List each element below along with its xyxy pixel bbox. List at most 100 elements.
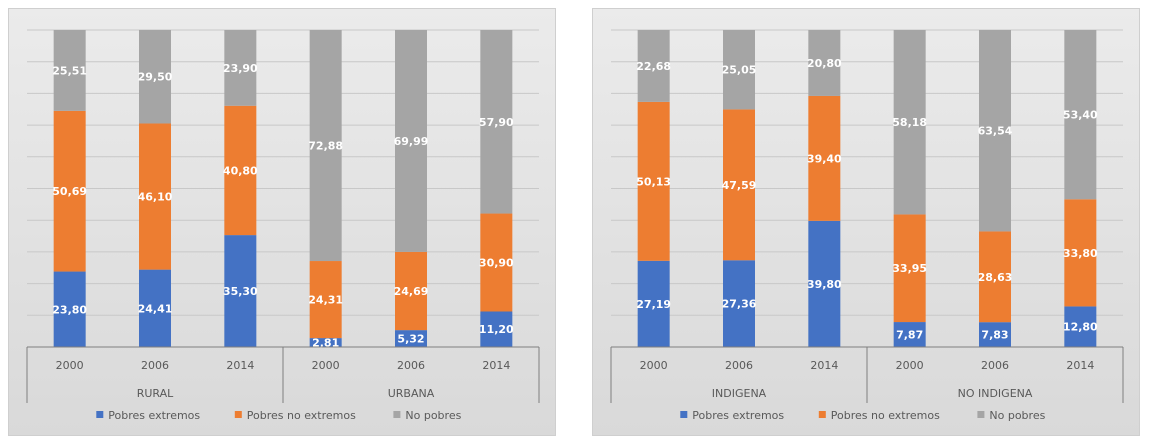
bar-segment bbox=[723, 260, 755, 347]
group-label: NO INDIGENA bbox=[958, 387, 1033, 400]
bar-segment bbox=[224, 105, 257, 236]
data-label: 23,90 bbox=[223, 62, 258, 75]
x-tick-label: 2006 bbox=[141, 359, 169, 372]
bar-segment bbox=[309, 30, 342, 262]
data-label: 28,63 bbox=[978, 271, 1013, 284]
x-tick-label: 2014 bbox=[1066, 359, 1094, 372]
group-label: INDIGENA bbox=[712, 387, 767, 400]
x-tick-label: 2014 bbox=[810, 359, 838, 372]
bar-segment bbox=[893, 30, 926, 215]
data-label: 12,80 bbox=[1063, 321, 1098, 334]
chart-panel-left: 23,80 50,69 25,51 24,41 46,10 29,50 35,30 40,80… bbox=[8, 8, 556, 436]
legend-swatch bbox=[234, 411, 242, 418]
bar-segment bbox=[53, 110, 86, 272]
data-label: 72,88 bbox=[308, 140, 343, 153]
bar-segment bbox=[1064, 30, 1097, 200]
bar-segment bbox=[979, 231, 1011, 323]
group-label: URBANA bbox=[388, 387, 435, 400]
bar-segment bbox=[480, 213, 513, 312]
legend-swatch bbox=[96, 411, 104, 418]
bar-segment bbox=[979, 30, 1011, 232]
legend-swatch bbox=[393, 411, 401, 418]
bar-segment bbox=[395, 330, 427, 347]
legend-entry: No pobres bbox=[989, 409, 1045, 422]
bar-segment bbox=[480, 30, 513, 214]
data-label: 5,32 bbox=[397, 333, 424, 346]
bar-segment bbox=[808, 30, 841, 96]
legend-entry: Pobres extremos bbox=[108, 409, 200, 422]
data-label: 25,05 bbox=[722, 64, 757, 77]
data-label: 57,90 bbox=[479, 116, 514, 129]
legend-swatch bbox=[818, 411, 826, 418]
bar-segment bbox=[53, 271, 86, 347]
bar-segment bbox=[637, 101, 670, 261]
x-tick-label: 2014 bbox=[482, 359, 510, 372]
data-label: 39,80 bbox=[807, 278, 842, 291]
data-label: 27,19 bbox=[636, 298, 671, 311]
bar-segment bbox=[224, 30, 257, 106]
legend-swatch bbox=[680, 411, 688, 418]
x-tick-label: 2000 bbox=[896, 359, 924, 372]
data-label: 7,87 bbox=[896, 329, 923, 342]
x-tick-label: 2006 bbox=[725, 359, 753, 372]
bar-segment bbox=[139, 29, 171, 124]
data-label: 24,41 bbox=[138, 302, 173, 315]
bar-segment bbox=[637, 260, 670, 347]
data-label: 69,99 bbox=[394, 135, 429, 148]
data-label: 29,50 bbox=[138, 71, 173, 84]
bar-segment bbox=[53, 30, 86, 111]
bar-segment bbox=[723, 30, 755, 110]
bar-segment bbox=[224, 235, 257, 347]
data-label: 35,30 bbox=[223, 285, 258, 298]
bar-segment bbox=[395, 30, 427, 252]
data-label: 2,81 bbox=[312, 337, 339, 350]
x-tick-label: 2000 bbox=[640, 359, 668, 372]
data-label: 33,95 bbox=[892, 262, 927, 275]
legend-swatch bbox=[977, 411, 985, 418]
bar-segment bbox=[139, 123, 171, 270]
data-label: 25,51 bbox=[52, 64, 87, 77]
legend-entry: Pobres extremos bbox=[692, 409, 784, 422]
x-tick-label: 2014 bbox=[226, 359, 254, 372]
bar-segment bbox=[893, 214, 926, 323]
group-label: RURAL bbox=[137, 387, 174, 400]
chart-panel-right: 27,19 50,13 22,68 27,36 47,59 25,05 39,80 39,40… bbox=[592, 8, 1140, 436]
bar-segment bbox=[309, 338, 342, 347]
legend-entry: Pobres no extremos bbox=[247, 409, 356, 422]
data-label: 40,80 bbox=[223, 164, 258, 177]
x-tick-label: 2006 bbox=[981, 359, 1009, 372]
data-label: 24,31 bbox=[308, 294, 343, 307]
legend-entry: Pobres no extremos bbox=[831, 409, 940, 422]
data-label: 23,80 bbox=[52, 303, 87, 316]
data-label: 33,80 bbox=[1063, 247, 1098, 260]
data-label: 53,40 bbox=[1063, 109, 1098, 122]
data-label: 47,59 bbox=[722, 179, 757, 192]
data-label: 39,40 bbox=[807, 152, 842, 165]
x-tick-label: 2000 bbox=[312, 359, 340, 372]
x-tick-label: 2000 bbox=[56, 359, 84, 372]
bar-segment bbox=[808, 220, 841, 347]
data-label: 27,36 bbox=[722, 298, 757, 311]
data-label: 50,69 bbox=[52, 185, 87, 198]
bar-segment bbox=[723, 109, 755, 261]
data-label: 20,80 bbox=[807, 57, 842, 70]
bar-segment bbox=[395, 251, 427, 331]
data-label: 46,10 bbox=[138, 191, 173, 204]
bar-segment bbox=[309, 261, 342, 339]
bar-segment bbox=[139, 269, 171, 347]
data-label: 63,54 bbox=[978, 125, 1013, 138]
bar-segment bbox=[480, 311, 513, 347]
data-label: 24,69 bbox=[394, 285, 429, 298]
bar-segment bbox=[637, 30, 670, 102]
x-tick-label: 2006 bbox=[397, 359, 425, 372]
data-label: 30,90 bbox=[479, 257, 514, 270]
data-label: 11,20 bbox=[479, 323, 514, 336]
bar-segment bbox=[979, 322, 1011, 347]
data-label: 50,13 bbox=[636, 175, 671, 188]
bar-segment bbox=[1064, 199, 1097, 307]
data-label: 58,18 bbox=[892, 116, 927, 129]
data-label: 7,83 bbox=[981, 329, 1008, 342]
bar-segment bbox=[1064, 306, 1097, 347]
chart-right: 27,19 50,13 22,68 27,36 47,59 25,05 39,80 39,40… bbox=[610, 29, 1124, 422]
data-label: 22,68 bbox=[636, 60, 671, 73]
